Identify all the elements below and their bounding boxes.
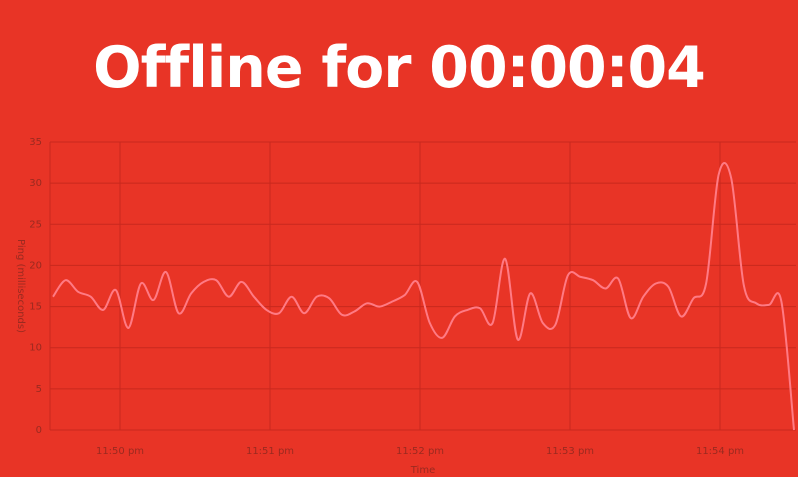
y-tick-label: 35 bbox=[29, 137, 42, 148]
y-tick-label: 15 bbox=[29, 302, 42, 313]
y-tick-label: 5 bbox=[36, 384, 42, 395]
y-tick-label: 20 bbox=[29, 260, 42, 271]
y-tick-label: 30 bbox=[29, 178, 42, 189]
offline-status-title: Offline for 00:00:04 bbox=[93, 35, 706, 101]
y-tick-label: 10 bbox=[29, 343, 42, 354]
ping-series-line bbox=[52, 162, 795, 431]
y-tick-label: 25 bbox=[29, 219, 42, 230]
y-tick-label: 0 bbox=[36, 425, 42, 436]
x-tick-label: 11:51 pm bbox=[246, 446, 294, 457]
x-axis-ticks: 11:50 pm 11:51 pm 11:52 pm 11:53 pm 11:54 pm bbox=[96, 446, 744, 457]
chart-grid bbox=[49, 141, 796, 431]
x-tick-label: 11:52 pm bbox=[396, 446, 444, 457]
x-tick-label: 11:53 pm bbox=[546, 446, 594, 457]
x-tick-label: 11:50 pm bbox=[96, 446, 144, 457]
x-axis-title: Time bbox=[410, 465, 435, 476]
y-axis-title: Ping (milliseconds) bbox=[15, 239, 26, 333]
y-axis-ticks: 0 5 10 15 20 25 30 35 bbox=[29, 137, 42, 436]
x-tick-label: 11:54 pm bbox=[696, 446, 744, 457]
